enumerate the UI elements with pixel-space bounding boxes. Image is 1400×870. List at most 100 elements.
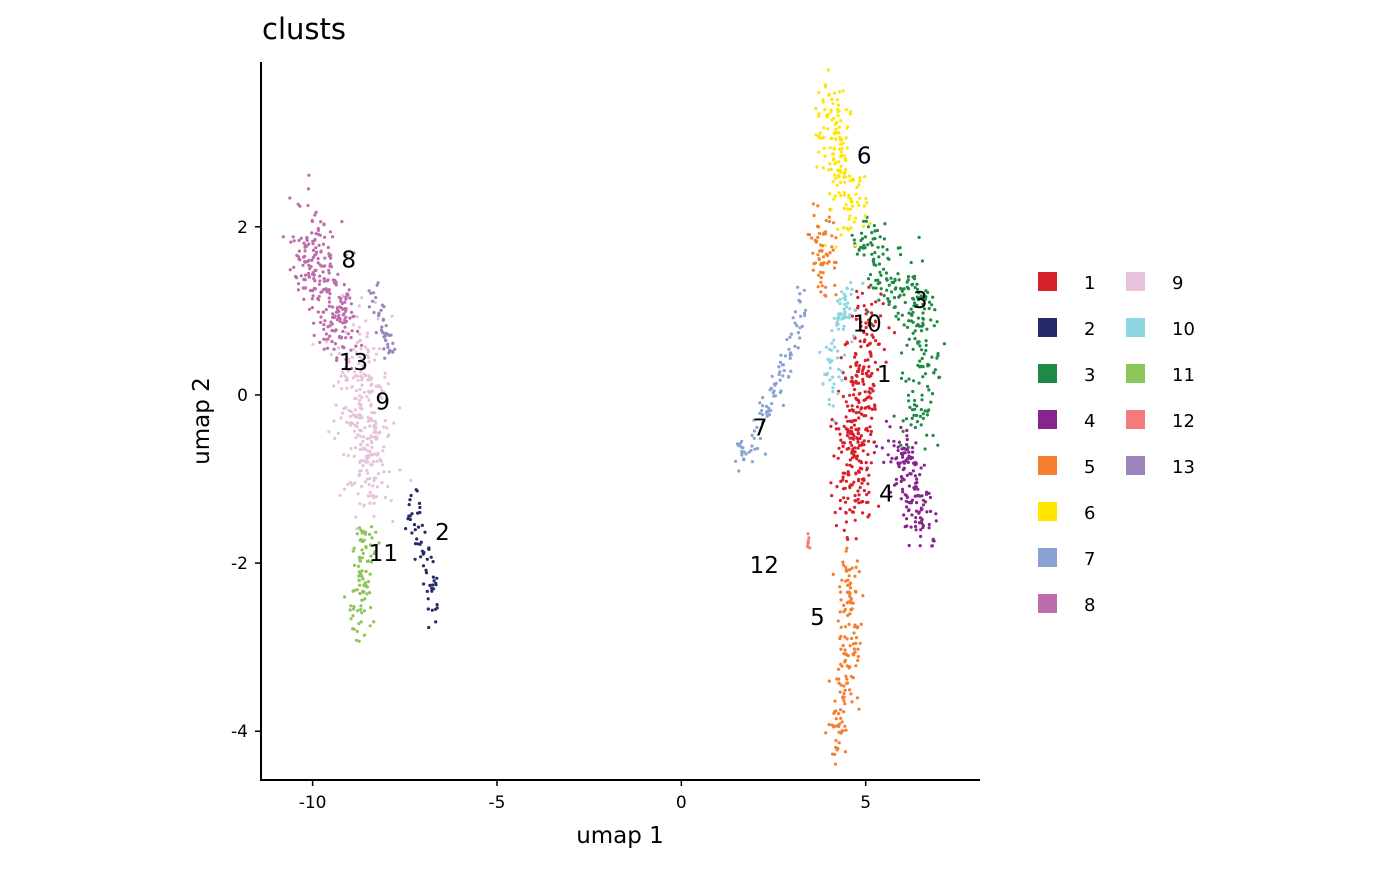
- data-point: [319, 250, 323, 254]
- data-point: [858, 328, 862, 332]
- data-point: [927, 526, 931, 530]
- data-point: [825, 253, 830, 257]
- data-point: [354, 436, 358, 440]
- data-point: [345, 352, 349, 356]
- data-point: [816, 253, 820, 257]
- data-point: [837, 316, 841, 320]
- data-point: [870, 322, 874, 326]
- data-point: [358, 332, 362, 336]
- data-point: [888, 300, 892, 304]
- data-point: [879, 292, 883, 296]
- data-point: [913, 520, 918, 524]
- data-point: [919, 423, 923, 427]
- data-point: [899, 443, 903, 447]
- data-point: [383, 371, 387, 375]
- data-point: [343, 325, 347, 329]
- data-point: [366, 378, 370, 382]
- data-point: [843, 635, 847, 639]
- data-point: [864, 321, 868, 325]
- data-point: [887, 283, 891, 287]
- data-point: [853, 355, 857, 359]
- legend-item-12: 12: [1126, 410, 1195, 432]
- data-point: [381, 318, 385, 322]
- data-point: [347, 288, 351, 292]
- data-point: [762, 418, 766, 423]
- data-point: [844, 565, 848, 570]
- data-point: [915, 304, 919, 308]
- data-point: [909, 423, 913, 427]
- data-point: [427, 546, 431, 550]
- data-point: [888, 490, 893, 494]
- data-point: [366, 471, 370, 475]
- data-point: [349, 447, 353, 451]
- data-point: [827, 219, 832, 224]
- data-point: [320, 264, 324, 268]
- data-point: [357, 622, 361, 626]
- data-point: [840, 147, 844, 151]
- data-point: [799, 314, 803, 318]
- data-point: [858, 485, 862, 490]
- data-point: [934, 519, 938, 523]
- data-point: [874, 339, 878, 343]
- data-point: [842, 610, 846, 614]
- data-point: [855, 559, 860, 563]
- data-point: [841, 327, 846, 331]
- data-point: [870, 231, 874, 235]
- data-point: [918, 473, 922, 477]
- data-point: [837, 367, 841, 371]
- data-point: [783, 354, 788, 358]
- data-point: [421, 564, 426, 568]
- data-point: [917, 511, 921, 515]
- data-point: [398, 406, 402, 410]
- data-point: [842, 175, 846, 179]
- data-point: [841, 141, 845, 145]
- data-point: [850, 340, 854, 344]
- data-point: [923, 447, 927, 451]
- data-point: [851, 676, 855, 680]
- data-point: [904, 459, 908, 463]
- data-point: [803, 311, 807, 315]
- data-point: [839, 180, 843, 184]
- data-point: [383, 495, 387, 500]
- data-point: [770, 374, 774, 378]
- data-point: [936, 354, 940, 358]
- data-point: [866, 310, 870, 314]
- data-point: [852, 434, 856, 438]
- data-point: [338, 319, 342, 323]
- cluster-6-points: [814, 68, 872, 249]
- data-point: [834, 160, 838, 165]
- data-point: [925, 413, 930, 417]
- data-point: [316, 257, 320, 261]
- data-point: [919, 508, 924, 512]
- data-point: [378, 394, 382, 398]
- data-point: [837, 712, 841, 716]
- data-point: [915, 501, 919, 505]
- legend-label: 10: [1172, 319, 1195, 340]
- data-point: [836, 619, 840, 623]
- data-point: [832, 338, 836, 342]
- data-point: [833, 510, 837, 515]
- cluster-label-6: 6: [857, 143, 872, 169]
- data-point: [367, 305, 371, 309]
- data-point: [341, 293, 345, 297]
- data-point: [357, 555, 362, 559]
- data-point: [391, 519, 395, 524]
- data-point: [885, 288, 889, 292]
- data-point: [917, 291, 921, 295]
- data-point: [415, 537, 419, 541]
- data-point: [837, 375, 841, 379]
- data-point: [360, 407, 364, 411]
- data-point: [359, 374, 363, 378]
- data-point: [368, 543, 373, 547]
- data-point: [934, 512, 938, 516]
- data-point: [849, 110, 853, 114]
- data-point: [352, 251, 356, 255]
- data-point: [863, 358, 867, 363]
- data-point: [871, 389, 875, 393]
- data-point: [842, 154, 846, 158]
- data-point: [352, 429, 356, 433]
- data-point: [854, 565, 858, 570]
- data-point: [899, 479, 904, 483]
- data-point: [823, 372, 827, 376]
- data-point: [322, 223, 326, 227]
